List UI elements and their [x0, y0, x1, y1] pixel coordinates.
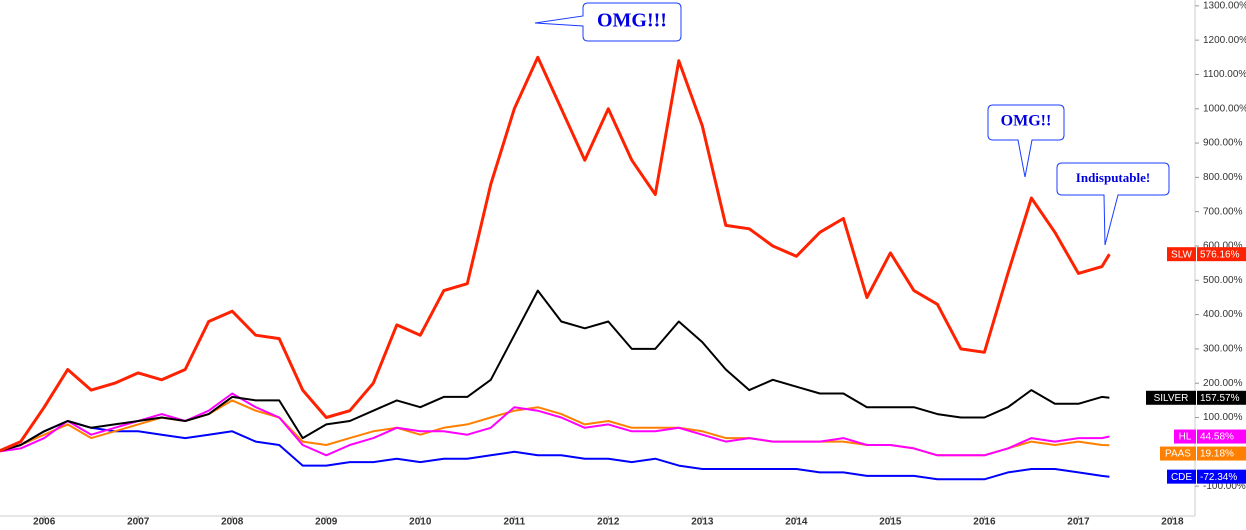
end-label-value: -72.34%: [1200, 472, 1237, 483]
y-tick-label: 1100.00%: [1203, 69, 1246, 80]
series-line: [0, 289, 1110, 453]
x-tick-label: 2006: [33, 517, 56, 528]
callout: Indisputable!: [1056, 162, 1170, 246]
y-tick-label: 1000.00%: [1203, 103, 1246, 114]
annotation: OMG!!: [1001, 113, 1052, 130]
end-label-box: [1167, 247, 1196, 262]
end-label-value-box: [1197, 247, 1246, 262]
end-label-name: HL: [1179, 432, 1192, 443]
y-tick-label: 500.00%: [1203, 275, 1243, 286]
x-tick-label: 2007: [127, 517, 150, 528]
x-tick-label: 2008: [221, 517, 244, 528]
end-label-value-box: [1197, 469, 1246, 484]
x-tick-label: 2011: [503, 517, 525, 528]
series-line: [0, 420, 1110, 481]
y-tick-label: 100.00%: [1203, 412, 1243, 423]
y-tick-label: 800.00%: [1203, 172, 1243, 183]
y-tick-label: 700.00%: [1203, 206, 1243, 217]
y-tick-label: 600.00%: [1203, 241, 1243, 252]
end-label-value: 19.18%: [1200, 449, 1234, 460]
y-tick-label: 400.00%: [1203, 309, 1243, 320]
callout: OMG!!!: [534, 2, 682, 42]
y-tick-label: 300.00%: [1203, 344, 1243, 355]
y-tick-label: 900.00%: [1203, 138, 1243, 149]
y-tick-label: 1200.00%: [1203, 35, 1246, 46]
end-label-name: CDE: [1171, 472, 1192, 483]
end-label: HL 44.58%: [1174, 429, 1246, 444]
end-label-box: [1167, 469, 1196, 484]
series-line: [0, 399, 1110, 457]
end-label-name: PAAS: [1165, 449, 1191, 460]
series-line: [0, 55, 1111, 453]
end-label: CDE -72.34%: [1167, 469, 1246, 484]
y-tick-label: 200.00%: [1203, 378, 1243, 389]
x-tick-label: 2013: [691, 517, 714, 528]
end-label-box: [1146, 390, 1196, 405]
plot: [0, 55, 1111, 481]
x-tick-label: 2014: [785, 517, 808, 528]
x-tick-label: 2016: [973, 517, 996, 528]
end-label-value: 157.57%: [1200, 393, 1240, 404]
x-tick-label: 2009: [315, 517, 338, 528]
end-label: SILVER 157.57%: [1146, 390, 1246, 405]
annotation: Indisputable!: [1076, 170, 1150, 185]
end-label-name: SLW: [1171, 249, 1192, 260]
end-label: SLW 576.16%: [1167, 247, 1246, 262]
end-label-value-box: [1197, 446, 1246, 461]
x-tick-label: 2015: [879, 517, 902, 528]
callout: OMG!!: [987, 104, 1065, 178]
x-tick-label: 2012: [597, 517, 620, 528]
end-label-value: 44.58%: [1200, 432, 1234, 443]
end-label-name: SILVER: [1154, 393, 1189, 404]
y-tick-label: 1300.00%: [1203, 0, 1246, 11]
x-tick-label: 2010: [409, 517, 432, 528]
x-tick-label: 2017: [1067, 517, 1090, 528]
end-label-value: 576.16%: [1200, 249, 1240, 260]
annotation: OMG!!!: [597, 10, 667, 32]
x-tick-label: 2018: [1161, 517, 1184, 528]
end-label-value-box: [1197, 429, 1246, 444]
end-label-box: [1160, 446, 1196, 461]
end-label: PAAS 19.18%: [1160, 446, 1246, 461]
series-line: [0, 392, 1110, 457]
end-label-box: [1174, 429, 1196, 444]
end-label-value-box: [1197, 390, 1246, 405]
y-tick-label: -100.00%: [1203, 481, 1246, 492]
